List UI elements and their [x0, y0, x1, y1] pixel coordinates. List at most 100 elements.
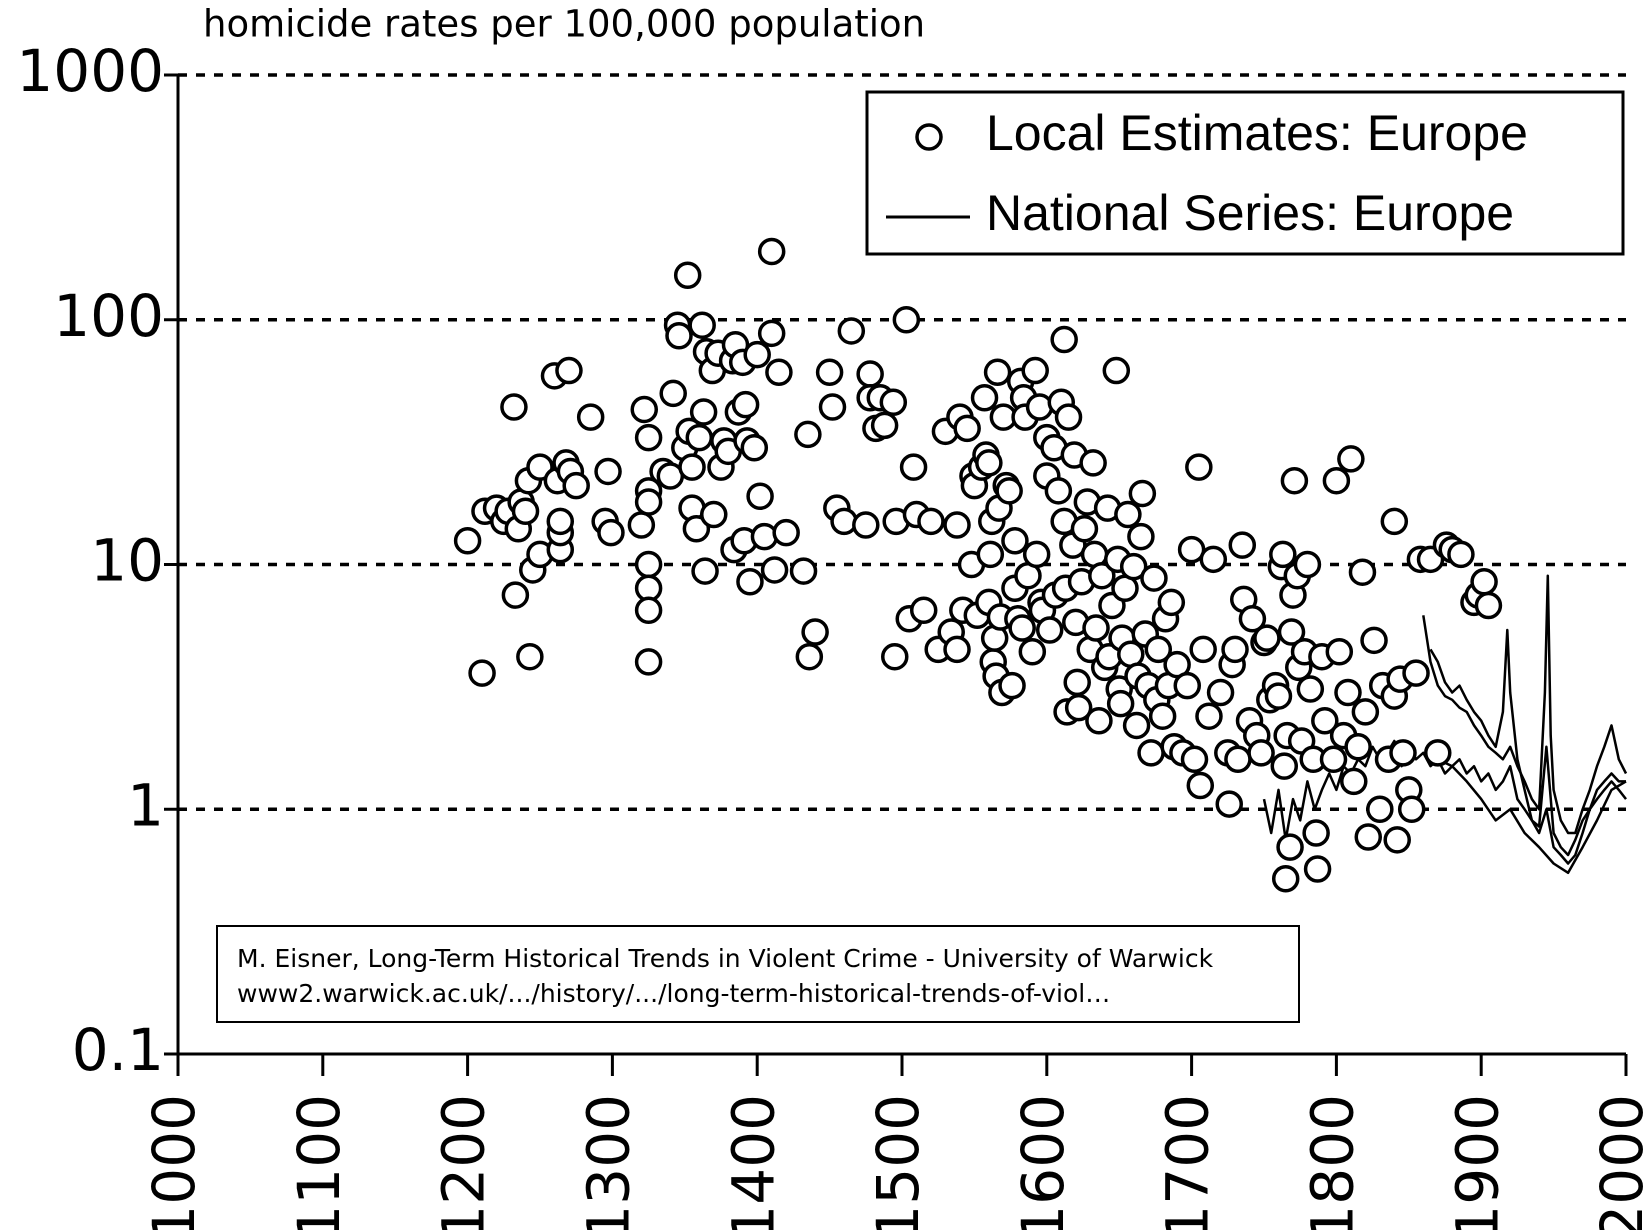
- point: [1114, 500, 1142, 529]
- point: [689, 398, 718, 426]
- legend-label: Local Estimates: Europe: [986, 105, 1528, 161]
- x-tick-label: 1700: [1154, 1094, 1222, 1230]
- point: [789, 557, 818, 585]
- point: [917, 507, 945, 536]
- x-tick-label: 1500: [864, 1094, 932, 1230]
- point: [1199, 545, 1228, 574]
- point: [852, 511, 880, 539]
- x-tick-label: 1900: [1443, 1094, 1511, 1230]
- point: [757, 237, 786, 266]
- point: [1119, 552, 1148, 581]
- point: [1137, 739, 1165, 767]
- y-tick-label: 1: [127, 771, 164, 839]
- note-text: M. Eisner, Long-Term Historical Trends i…: [237, 944, 1214, 973]
- point: [1085, 706, 1113, 735]
- point: [881, 642, 909, 671]
- point: [1215, 790, 1243, 818]
- point: [501, 581, 530, 609]
- point: [1337, 445, 1365, 473]
- point: [634, 596, 663, 625]
- point: [1018, 638, 1047, 666]
- x-tick-label: 1300: [575, 1094, 643, 1230]
- point: [1253, 624, 1281, 652]
- point: [970, 384, 999, 412]
- point: [1303, 855, 1332, 883]
- point: [1195, 702, 1223, 730]
- point: [943, 635, 971, 664]
- point: [678, 453, 706, 481]
- point: [1186, 771, 1215, 800]
- point: [1122, 711, 1151, 740]
- point: [1106, 689, 1135, 718]
- point: [998, 671, 1026, 700]
- point: [1447, 540, 1475, 569]
- y-tick-label: 1000: [16, 37, 164, 105]
- x-tick-label: 1200: [430, 1094, 498, 1230]
- point: [743, 340, 771, 369]
- note-box: [216, 925, 1300, 1023]
- point: [597, 518, 625, 547]
- point: [453, 527, 482, 555]
- point: [1271, 865, 1300, 893]
- point: [1311, 706, 1339, 735]
- point: [1348, 558, 1377, 586]
- point: [630, 395, 659, 424]
- point: [1044, 477, 1073, 505]
- point: [830, 507, 858, 536]
- point: [1050, 325, 1078, 354]
- point: [740, 433, 769, 462]
- national-line: [1422, 574, 1628, 835]
- national-line: [1262, 739, 1626, 857]
- legend-marker: [915, 123, 943, 151]
- point: [1366, 795, 1394, 823]
- point: [1064, 693, 1093, 722]
- point: [1001, 527, 1029, 555]
- point: [1144, 635, 1173, 664]
- point: [772, 518, 800, 547]
- point: [516, 642, 544, 671]
- point: [757, 319, 786, 348]
- point: [1322, 466, 1351, 495]
- note: M. Eisner, Long-Term Historical Trends i…: [216, 925, 1300, 1023]
- point: [1351, 698, 1380, 726]
- point: [1221, 635, 1249, 664]
- point: [1380, 507, 1409, 536]
- point: [1063, 668, 1091, 697]
- point: [1088, 561, 1116, 590]
- national-line: [1429, 628, 1627, 865]
- x-tick-label: 1100: [285, 1094, 353, 1230]
- point: [1189, 635, 1217, 664]
- point: [1270, 752, 1299, 780]
- x-tick-label: 2000: [1588, 1094, 1652, 1230]
- point: [555, 356, 583, 385]
- point: [1474, 591, 1503, 620]
- point: [1025, 393, 1054, 421]
- point: [673, 261, 702, 289]
- point: [1128, 479, 1157, 508]
- point: [1140, 564, 1168, 592]
- x-tick-label: 1600: [1009, 1094, 1077, 1230]
- point: [794, 420, 822, 449]
- point: [765, 358, 793, 387]
- point: [1035, 616, 1064, 644]
- point: [546, 507, 575, 536]
- national-line: [1437, 758, 1627, 875]
- point: [801, 618, 829, 646]
- point: [1054, 403, 1083, 431]
- point: [1102, 356, 1131, 385]
- point: [562, 471, 590, 500]
- point: [665, 322, 693, 350]
- point: [1157, 588, 1186, 617]
- point: [1022, 540, 1051, 569]
- point: [594, 457, 622, 486]
- point: [634, 648, 663, 676]
- point: [1127, 522, 1155, 551]
- point: [1247, 739, 1275, 767]
- point: [1070, 514, 1099, 543]
- legend: Local Estimates: Europe National Series:…: [865, 90, 1625, 256]
- point: [659, 379, 687, 408]
- point: [634, 550, 663, 579]
- point: [909, 596, 938, 625]
- point: [1224, 745, 1252, 774]
